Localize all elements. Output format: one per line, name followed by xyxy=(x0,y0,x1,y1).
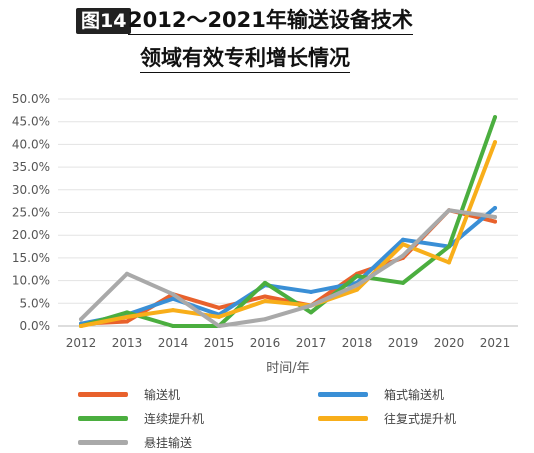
data-point xyxy=(171,308,175,313)
y-tick-label: 30.0% xyxy=(12,183,50,197)
data-point xyxy=(125,271,129,276)
data-point xyxy=(493,205,497,210)
data-point xyxy=(447,208,451,213)
data-point xyxy=(309,289,313,294)
legend-label: 输送机 xyxy=(144,388,181,402)
figure-badge: 图14 xyxy=(76,8,132,34)
data-point xyxy=(401,242,405,247)
data-point xyxy=(401,253,405,258)
data-point xyxy=(263,294,267,299)
x-tick-label: 2018 xyxy=(342,336,373,350)
data-point xyxy=(309,303,313,308)
series-2 xyxy=(79,115,497,328)
y-tick-label: 10.0% xyxy=(12,274,50,288)
data-point xyxy=(493,140,497,145)
x-tick-label: 2016 xyxy=(250,336,281,350)
legend-label: 箱式输送机 xyxy=(384,388,445,402)
data-point xyxy=(79,317,83,322)
legend-item: 连续提升机 xyxy=(78,410,204,427)
x-tick-label: 2021 xyxy=(480,336,511,350)
data-point xyxy=(355,283,359,288)
data-point xyxy=(79,324,83,328)
legend-item: 箱式输送机 xyxy=(318,386,444,403)
y-tick-label: 45.0% xyxy=(12,115,50,129)
y-tick-label: 15.0% xyxy=(12,251,50,265)
data-point xyxy=(355,287,359,292)
legend-swatch xyxy=(78,392,128,397)
data-point xyxy=(125,314,129,319)
y-tick-label: 35.0% xyxy=(12,160,50,174)
legend-swatch xyxy=(318,416,368,421)
x-tick-label: 2013 xyxy=(112,336,143,350)
data-point xyxy=(493,215,497,220)
title-block: 图14 2012～2021年输送设备技术 领域有效专利增长情况 xyxy=(0,0,534,80)
x-tick-label: 2012 xyxy=(66,336,97,350)
x-axis-label: 时间/年 xyxy=(266,361,309,376)
x-tick-label: 2019 xyxy=(388,336,419,350)
y-tick-label: 25.0% xyxy=(12,206,50,220)
data-point xyxy=(217,305,221,310)
series-lines xyxy=(79,115,497,328)
legend: 输送机 箱式输送机连续提升机 往复式提升机悬挂输送 xyxy=(0,380,534,453)
x-tick-label: 2014 xyxy=(158,336,189,350)
series-1 xyxy=(79,205,497,326)
data-point xyxy=(125,319,129,324)
y-tick-label: 5.0% xyxy=(20,296,51,310)
data-point xyxy=(447,260,451,265)
y-tick-label: 40.0% xyxy=(12,137,50,151)
legend-label: 悬挂输送 xyxy=(144,436,193,450)
data-point xyxy=(171,292,175,297)
data-point xyxy=(125,310,129,315)
data-point xyxy=(217,314,221,319)
y-tick-label: 50.0% xyxy=(12,92,50,106)
x-tick-label: 2017 xyxy=(296,336,327,350)
data-point xyxy=(263,280,267,285)
data-point xyxy=(263,299,267,304)
legend-item: 悬挂输送 xyxy=(78,434,192,451)
x-tick-label: 2020 xyxy=(434,336,465,350)
series-line xyxy=(79,205,497,326)
data-point xyxy=(401,280,405,285)
chart-title-line-2: 领域有效专利增长情况 xyxy=(140,44,350,73)
x-tick-label: 2015 xyxy=(204,336,235,350)
y-tick-label: 20.0% xyxy=(12,228,50,242)
legend-swatch xyxy=(78,416,128,421)
data-point xyxy=(493,115,497,120)
line-chart: 0.0% 5.0% 10.0% 15.0% 20.0% 25.0% 30.0% 35.0% 40… xyxy=(12,92,518,376)
data-point xyxy=(171,324,175,328)
y-axis-ticks: 0.0% 5.0% 10.0% 15.0% 20.0% 25.0% 30.0% 35.0% 40… xyxy=(12,92,50,333)
data-point xyxy=(263,317,267,322)
x-axis-ticks: 2012 2013 2014 2015 2016 2017 2018 2019 2020 2021 xyxy=(66,336,511,350)
series-4 xyxy=(79,208,497,328)
data-point xyxy=(171,296,175,301)
series-line xyxy=(79,208,497,328)
legend-swatch xyxy=(318,392,368,397)
legend-label: 往复式提升机 xyxy=(384,412,457,426)
data-point xyxy=(355,274,359,279)
y-tick-label: 0.0% xyxy=(20,319,51,333)
legend-swatch xyxy=(78,440,128,445)
data-point xyxy=(493,219,497,224)
legend-item: 往复式提升机 xyxy=(318,410,456,427)
data-point xyxy=(217,324,221,328)
data-point xyxy=(309,310,313,315)
data-point xyxy=(447,244,451,249)
legend-item: 输送机 xyxy=(78,386,180,403)
chart-title-line-1: 2012～2021年输送设备技术 xyxy=(128,6,413,35)
series-line xyxy=(79,140,497,328)
series-line xyxy=(79,115,497,328)
data-point xyxy=(401,237,405,242)
series-3 xyxy=(79,140,497,328)
legend-label: 连续提升机 xyxy=(144,412,205,426)
